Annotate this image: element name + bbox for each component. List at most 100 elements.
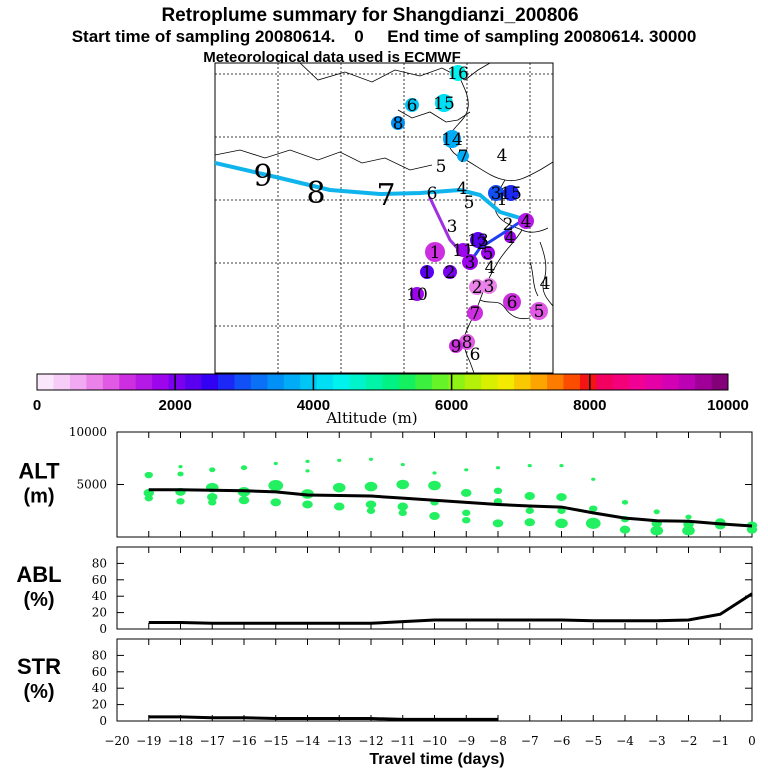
colorbar-swatch	[579, 374, 597, 390]
plume-marker-label: 1	[422, 263, 433, 283]
plume-marker-label: 5	[483, 244, 494, 264]
y-axis-label: ALT	[18, 459, 60, 484]
colorbar-swatch	[431, 374, 449, 390]
scatter-point	[527, 464, 532, 468]
plume-marker: 5	[530, 302, 548, 322]
colorbar-tick-label: 6000	[435, 397, 468, 414]
y-tick-label: 10000	[69, 425, 107, 439]
x-tick-label: −10	[422, 734, 447, 748]
plume-marker-label: 8	[306, 176, 325, 211]
plume-marker: 2	[503, 215, 514, 235]
colorbar-swatch	[448, 374, 466, 390]
colorbar-swatch	[530, 374, 548, 390]
plume-marker-dot	[503, 185, 519, 201]
coastline-borders	[215, 63, 553, 373]
scatter-point	[332, 482, 346, 493]
plume-marker-dot	[456, 243, 470, 257]
plume-marker-label: 15	[500, 184, 522, 204]
y-tick-label: 60	[92, 665, 107, 679]
plume-marker-label: 6	[507, 293, 518, 313]
plume-marker-label: 2	[477, 234, 488, 254]
plume-marker: 15	[500, 184, 522, 204]
plume-marker: 3	[481, 277, 497, 297]
y-axis-label: (m)	[23, 486, 54, 508]
scatter-point	[619, 525, 631, 534]
plume-marker-label: 1	[497, 190, 508, 210]
plume-marker-label: 14	[441, 130, 463, 150]
plume-marker: 4	[504, 228, 516, 248]
colorbar-swatch	[333, 374, 350, 390]
x-tick-label: −16	[231, 734, 256, 748]
y-axis-label: (%)	[23, 681, 54, 703]
plume-marker-label: 3	[447, 217, 458, 237]
y-tick-label: 40	[92, 681, 107, 695]
colorbar-swatch	[415, 374, 433, 390]
plume-marker-dot	[503, 293, 521, 311]
scatter-point	[585, 517, 601, 529]
scatter-point	[462, 517, 471, 524]
plume-marker: 2	[477, 234, 488, 254]
scatter-point	[177, 471, 184, 477]
scatter-point	[462, 509, 471, 517]
scatter-point	[396, 479, 410, 490]
plume-marker-label: 5	[534, 302, 545, 322]
altitude-colorbar: 0 2000 4000 6000 8000 10000 Altitude (m)	[33, 373, 749, 427]
x-tick-label: −11	[390, 734, 415, 748]
colorbar-swatch	[349, 374, 367, 390]
title-line-1: Retroplume summary for Shangdianzi_20080…	[161, 5, 578, 26]
scatter-point	[144, 494, 153, 502]
colorbar-swatch	[152, 374, 170, 390]
plume-marker: 3	[488, 184, 504, 204]
colorbar-swatch	[119, 374, 137, 390]
plume-marker-dot	[450, 65, 466, 81]
plume-marker-dot	[518, 213, 534, 229]
scatter-point	[492, 519, 504, 528]
colorbar-swatch	[168, 374, 186, 390]
plume-center-track	[215, 161, 522, 220]
time-series-panels: 500010000ALT(m)020406080ABL(%)020406080S…	[16, 425, 758, 748]
plume-marker-label: 7	[376, 178, 395, 213]
colorbar-tick-label: 0	[33, 397, 41, 414]
plume-marker: 4	[497, 146, 508, 166]
plume-marker-label: 4	[521, 212, 532, 232]
colorbar-swatch	[300, 374, 318, 390]
plume-marker-dot	[462, 254, 478, 270]
colorbar-swatch	[267, 374, 285, 390]
x-tick-label: −14	[295, 734, 321, 748]
colorbar-swatch	[250, 374, 268, 390]
plume-marker: 7	[376, 178, 395, 213]
plume-marker-dot	[470, 232, 486, 248]
colorbar-swatch	[662, 374, 680, 390]
colorbar-swatch	[283, 374, 301, 390]
colorbar-swatch	[645, 374, 663, 390]
plume-marker: 6	[427, 184, 438, 204]
plume-marker-label: 5	[464, 193, 475, 213]
scatter-point	[557, 507, 566, 514]
scatter-point	[461, 488, 472, 497]
colorbar-label: Altitude (m)	[325, 409, 417, 427]
plume-marker-label: 2	[472, 278, 483, 298]
plume-marker-dot	[449, 339, 463, 353]
x-tick-label: −15	[263, 734, 288, 748]
plume-marker-label: 4	[457, 179, 468, 199]
x-tick-label: −6	[553, 734, 571, 748]
colorbar-swatch	[629, 374, 647, 390]
colorbar-swatch	[678, 374, 696, 390]
plume-marker-dot	[467, 305, 483, 321]
plume-marker-dot	[405, 98, 419, 112]
colorbar-swatch	[481, 374, 499, 390]
plume-marker-label: 13	[467, 231, 489, 251]
plume-marker-dot	[481, 246, 495, 260]
y-axis-label: STR	[17, 654, 61, 679]
scatter-point	[428, 480, 441, 491]
plume-marker-label: 16	[447, 64, 469, 84]
plume-marker: 4	[518, 212, 534, 232]
scatter-point	[305, 459, 310, 463]
colorbar-swatch	[185, 374, 202, 390]
x-tick-label: −3	[648, 734, 666, 748]
plume-marker-label: 4	[497, 146, 508, 166]
colorbar-swatch	[464, 374, 482, 390]
scatter-point	[398, 509, 407, 517]
scatter-point	[555, 518, 568, 529]
scatter-point	[178, 465, 183, 469]
